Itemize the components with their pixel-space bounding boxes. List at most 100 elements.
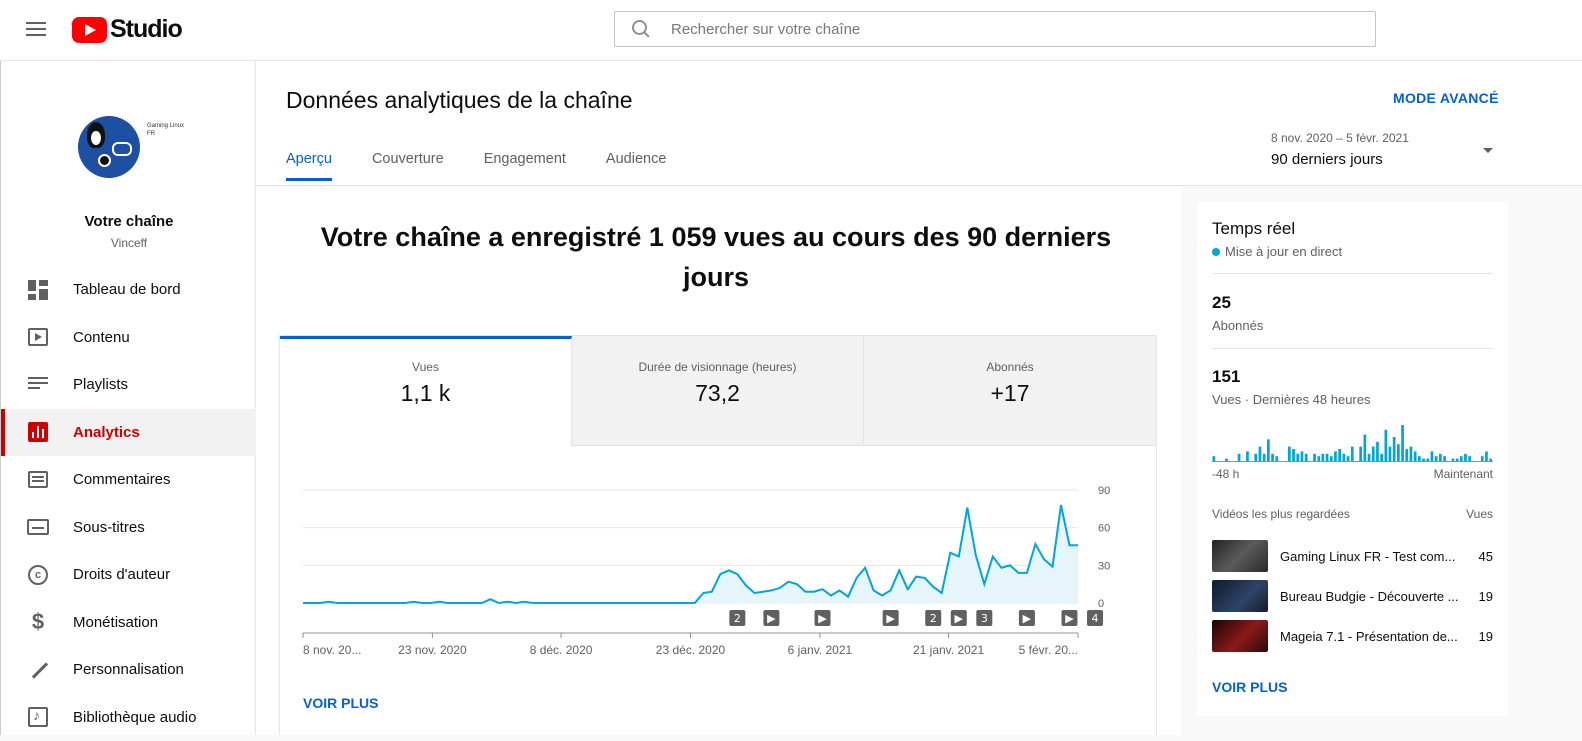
dollar-icon: $ — [27, 611, 49, 633]
realtime-bar — [1456, 459, 1459, 461]
realtime-bar — [1322, 454, 1325, 461]
tab-engagement[interactable]: Engagement — [484, 151, 566, 181]
y-tick-label: 60 — [1098, 523, 1110, 535]
realtime-bar-chart[interactable] — [1212, 418, 1493, 462]
realtime-bar — [1275, 456, 1278, 461]
realtime-views: 151 — [1212, 367, 1240, 387]
sidebar-item-analytics[interactable]: Analytics — [1, 409, 256, 457]
live-label: Mise à jour en direct — [1225, 244, 1342, 259]
realtime-bar — [1347, 456, 1350, 461]
tab-overview[interactable]: Aperçu — [286, 151, 332, 181]
x-tick-label: 21 janv. 2021 — [913, 643, 984, 657]
tab-reach[interactable]: Couverture — [372, 151, 444, 181]
copyright-icon: c — [27, 564, 49, 586]
sidebar-item-comments[interactable]: Commentaires — [1, 456, 256, 504]
realtime-bar — [1343, 454, 1346, 461]
metrics-card: Vues 1,1 k Durée de visionnage (heures) … — [279, 335, 1157, 735]
tux-icon — [87, 122, 105, 148]
analytics-tabs: Aperçu Couverture Engagement Audience — [286, 151, 706, 181]
realtime-bar — [1359, 447, 1362, 461]
advanced-mode-button[interactable]: MODE AVANCÉ — [1393, 90, 1499, 106]
realtime-axis-start: -48 h — [1212, 467, 1239, 481]
realtime-bar — [1246, 451, 1249, 461]
metric-tab-views[interactable]: Vues 1,1 k — [280, 336, 572, 446]
realtime-bar — [1431, 451, 1434, 461]
youtube-play-icon — [72, 17, 107, 43]
sidebar-item-label: Sous-titres — [73, 519, 145, 536]
sidebar-item-subtitles[interactable]: Sous-titres — [1, 504, 256, 552]
realtime-bar — [1452, 459, 1455, 461]
realtime-bar — [1296, 454, 1299, 461]
realtime-bar — [1389, 447, 1392, 461]
realtime-bar — [1334, 451, 1337, 461]
x-tick-label: 5 févr. 20... — [1019, 643, 1078, 657]
realtime-see-more-button[interactable]: VOIR PLUS — [1212, 679, 1287, 695]
sidebar-item-label: Monétisation — [73, 614, 158, 631]
metric-label: Abonnés — [864, 360, 1156, 374]
realtime-bar — [1305, 454, 1308, 461]
top-video-row[interactable]: Gaming Linux FR - Test com... 45 — [1212, 540, 1493, 572]
range-label: 90 derniers jours — [1271, 151, 1495, 168]
video-thumbnail — [1212, 620, 1268, 652]
sidebar-item-label: Personnalisation — [73, 661, 184, 678]
metric-label: Durée de visionnage (heures) — [572, 360, 863, 374]
realtime-bar — [1422, 459, 1425, 461]
video-title: Mageia 7.1 - Présentation de... — [1280, 629, 1460, 644]
realtime-bar — [1468, 456, 1471, 461]
studio-logo[interactable]: Studio — [72, 15, 182, 44]
publish-marker-label: ▶ — [955, 612, 964, 625]
sidebar-item-customization[interactable]: Personnalisation — [1, 646, 256, 694]
sidebar-item-dashboard[interactable]: Tableau de bord — [1, 266, 256, 314]
hamburger-icon[interactable] — [26, 19, 46, 39]
x-tick-label: 23 nov. 2020 — [398, 643, 467, 657]
x-tick-label: 6 janv. 2021 — [788, 643, 853, 657]
search-icon[interactable] — [631, 19, 651, 39]
tab-audience[interactable]: Audience — [606, 151, 666, 181]
metric-tab-subscribers[interactable]: Abonnés +17 — [864, 336, 1156, 446]
realtime-bar — [1426, 459, 1429, 461]
realtime-subscribers-label: Abonnés — [1212, 318, 1263, 333]
channel-user: Vinceff — [1, 236, 257, 250]
y-tick-label: 0 — [1098, 598, 1104, 610]
top-video-row[interactable]: Bureau Budgie - Découverte ... 19 — [1212, 580, 1493, 612]
top-video-row[interactable]: Mageia 7.1 - Présentation de... 19 — [1212, 620, 1493, 652]
avatar[interactable] — [78, 116, 140, 178]
realtime-title: Temps réel — [1212, 219, 1295, 239]
realtime-bar — [1351, 447, 1354, 461]
realtime-views-label: Vues · Dernières 48 heures — [1212, 392, 1371, 407]
x-tick-label: 23 déc. 2020 — [656, 643, 726, 657]
realtime-bar — [1259, 447, 1262, 461]
metric-tab-watch-time[interactable]: Durée de visionnage (heures) 73,2 — [572, 336, 864, 446]
top-videos-views-header: Vues — [1466, 507, 1493, 521]
realtime-bar — [1481, 456, 1484, 461]
realtime-bar — [1263, 454, 1266, 461]
sidebar-item-playlists[interactable]: Playlists — [1, 361, 256, 409]
comments-icon — [27, 469, 49, 491]
see-more-button[interactable]: VOIR PLUS — [303, 695, 378, 711]
sidebar-item-label: Playlists — [73, 376, 128, 393]
sidebar-item-audio-library[interactable]: Bibliothèque audio — [1, 694, 256, 741]
page-header: Données analytiques de la chaîne MODE AV… — [256, 61, 1582, 186]
video-title: Bureau Budgie - Découverte ... — [1280, 589, 1460, 604]
realtime-bar — [1267, 439, 1270, 461]
sidebar-item-copyright[interactable]: c Droits d'auteur — [1, 551, 256, 599]
sidebar-item-label: Contenu — [73, 329, 130, 346]
realtime-bar — [1372, 447, 1375, 461]
search-input[interactable] — [671, 21, 1331, 38]
sidebar-item-content[interactable]: Contenu — [1, 314, 256, 362]
publish-marker-label: ▶ — [818, 612, 827, 625]
publish-marker-label: ▶ — [1065, 612, 1074, 625]
top-videos-header: Vidéos les plus regardées — [1212, 507, 1350, 521]
date-range-selector[interactable]: 8 nov. 2020 – 5 févr. 2021 90 derniers j… — [1271, 131, 1495, 171]
sidebar-item-monetization[interactable]: $ Monétisation — [1, 599, 256, 647]
realtime-bar — [1254, 454, 1257, 461]
realtime-bar — [1271, 454, 1274, 461]
wand-icon — [27, 659, 49, 681]
video-thumbnail — [1212, 540, 1268, 572]
realtime-bar — [1410, 447, 1413, 461]
overview-content: Votre chaîne a enregistré 1 059 vues au … — [256, 187, 1181, 735]
metric-value: +17 — [864, 380, 1156, 407]
divider — [1212, 273, 1493, 274]
search-box[interactable] — [614, 11, 1376, 47]
